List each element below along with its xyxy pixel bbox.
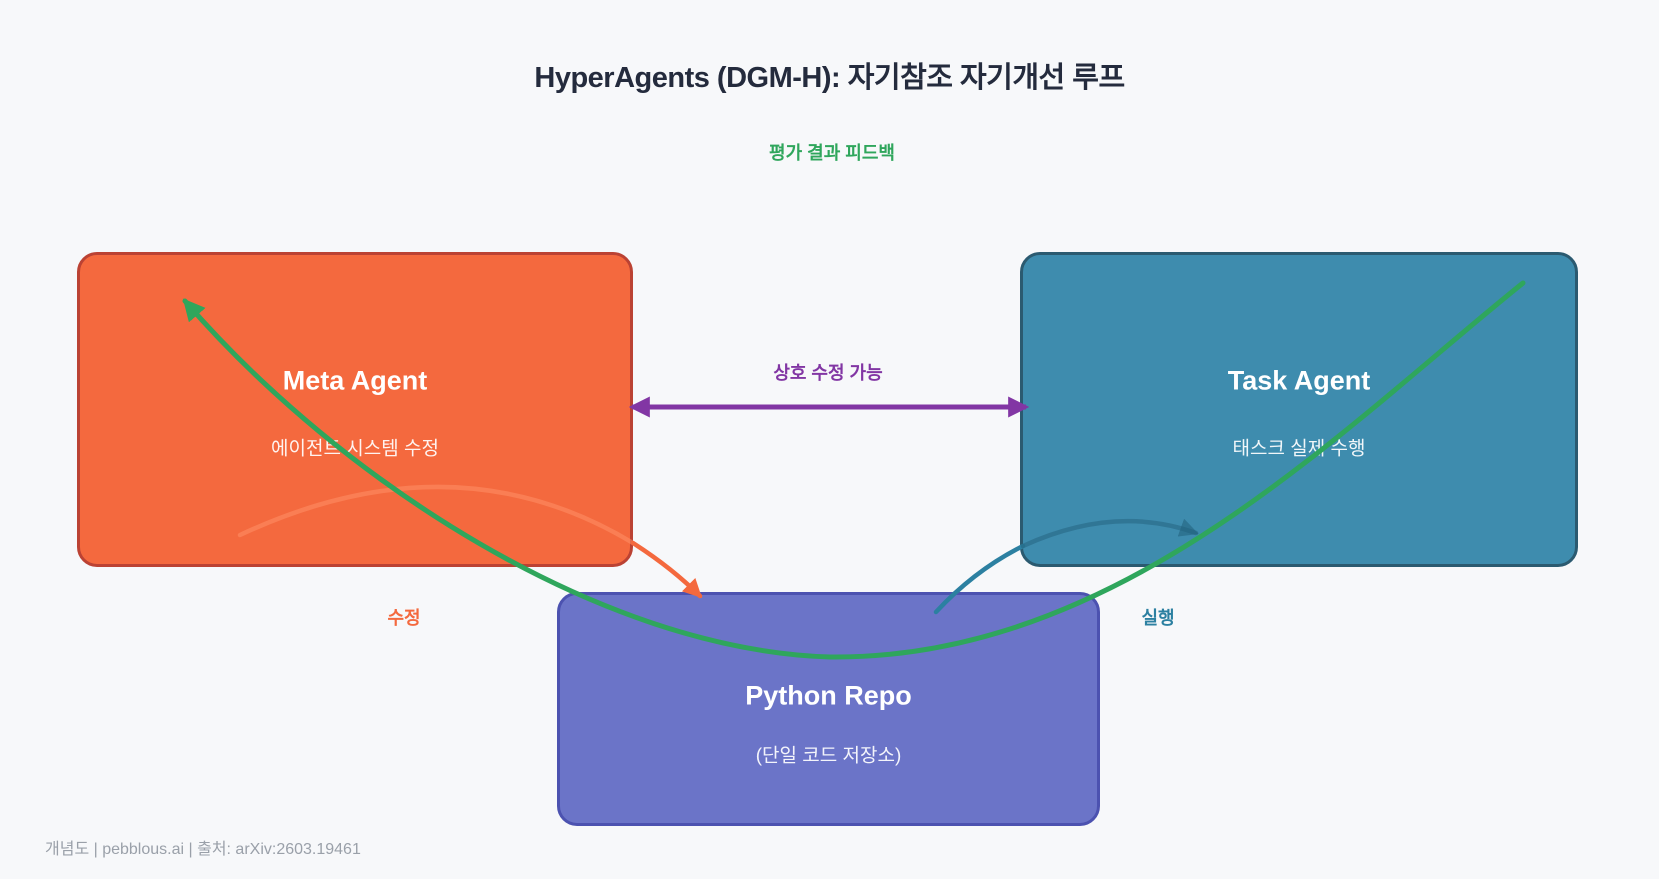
modify-label: 수정 (387, 608, 421, 628)
mutual-label: 상호 수정 가능 (773, 363, 883, 383)
task-agent-subtitle: 태스크 실제 수행 (1232, 438, 1366, 460)
node-meta-agent: Meta Agent 에이전트 시스템 수정 (77, 252, 633, 567)
task-agent-title: Task Agent (1227, 365, 1371, 396)
source-attribution: 개념도 | pebblous.ai | 출처: arXiv:2603.19461 (45, 841, 361, 858)
node-task-agent: Task Agent 태스크 실제 수행 (1020, 252, 1578, 567)
python-repo-title: Python Repo (745, 680, 912, 711)
meta-agent-title: Meta Agent (282, 365, 428, 396)
meta-agent-subtitle: 에이전트 시스템 수정 (271, 438, 439, 460)
modify-arrow (630, 540, 703, 599)
python-repo-subtitle: (단일 코드 저장소) (755, 745, 902, 767)
node-python-repo: Python Repo (단일 코드 저장소) (557, 592, 1100, 826)
page-title: HyperAgents (DGM-H): 자기참조 자기개선 루프 (534, 62, 1125, 94)
execute-label: 실행 (1141, 608, 1175, 628)
feedback-label: 평가 결과 피드백 (769, 143, 895, 163)
